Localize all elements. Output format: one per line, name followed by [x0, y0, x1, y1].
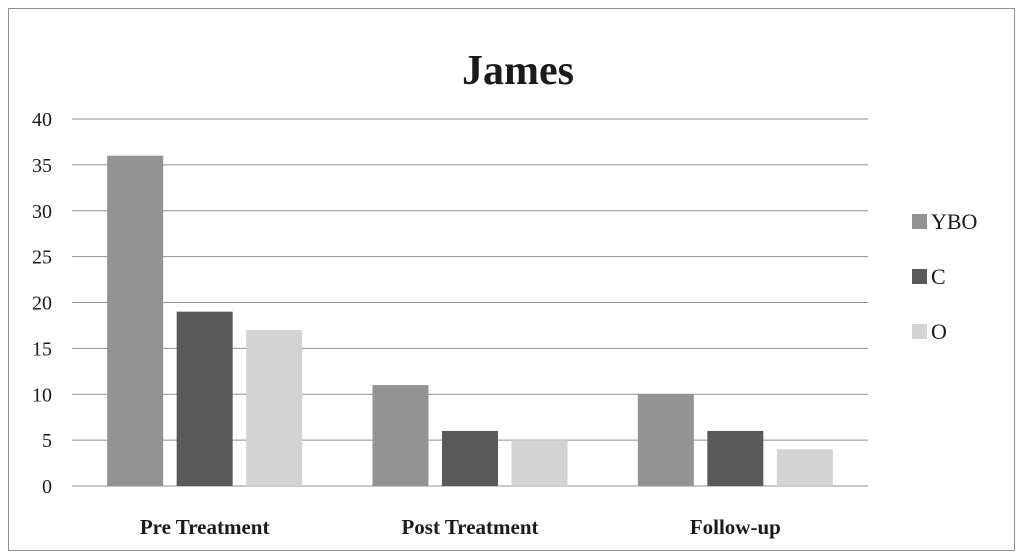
legend: YBO C O — [912, 209, 977, 344]
y-tick-label: 5 — [42, 430, 52, 452]
y-tick-label: 0 — [42, 476, 52, 498]
bar-c-1 — [442, 430, 498, 486]
y-axis-ticks: 0 5 10 15 20 25 30 35 40 — [32, 109, 52, 498]
bar-ybo-2 — [637, 394, 694, 486]
category-label: Pre Treatment — [140, 515, 270, 539]
bar-o-1 — [511, 440, 568, 486]
y-tick-label: 35 — [32, 155, 52, 177]
bar-c-2 — [707, 430, 764, 486]
chart-title: James — [462, 48, 574, 94]
bar-ybo-0 — [107, 155, 164, 486]
category-label: Follow-up — [690, 515, 781, 539]
legend-label-ybo: YBO — [931, 209, 977, 234]
legend-swatch-ybo — [912, 214, 927, 229]
y-tick-label: 15 — [32, 338, 52, 360]
y-tick-label: 30 — [32, 201, 52, 223]
y-tick-label: 10 — [32, 384, 52, 406]
bar-o-0 — [246, 330, 303, 486]
legend-label-o: O — [931, 319, 947, 344]
legend-label-c: C — [931, 264, 946, 289]
legend-swatch-c — [912, 269, 927, 284]
y-tick-label: 20 — [32, 293, 52, 315]
bar-c-0 — [176, 311, 233, 486]
bars — [107, 155, 833, 486]
x-axis-categories: Pre Treatment Post Treatment Follow-up — [140, 515, 781, 539]
legend-swatch-o — [912, 324, 927, 339]
y-tick-label: 40 — [32, 109, 52, 131]
bar-ybo-1 — [372, 385, 429, 486]
category-label: Post Treatment — [401, 515, 538, 539]
bar-o-2 — [776, 449, 833, 486]
y-tick-label: 25 — [32, 247, 52, 269]
